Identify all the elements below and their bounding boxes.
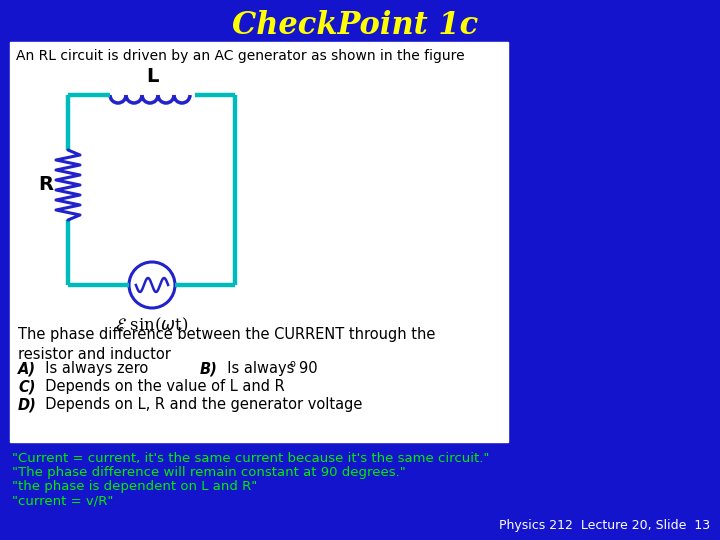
Text: Is always zero: Is always zero xyxy=(36,361,148,376)
Text: Physics 212  Lecture 20, Slide  13: Physics 212 Lecture 20, Slide 13 xyxy=(499,519,710,532)
Text: A): A) xyxy=(18,361,36,376)
Text: An RL circuit is driven by an AC generator as shown in the figure: An RL circuit is driven by an AC generat… xyxy=(16,49,464,63)
Text: CheckPoint 1c: CheckPoint 1c xyxy=(232,10,478,40)
Text: The phase difference between the CURRENT through the
resistor and inductor: The phase difference between the CURRENT… xyxy=(18,327,436,362)
Text: C): C) xyxy=(18,379,35,394)
Text: R: R xyxy=(38,176,53,194)
Text: o: o xyxy=(290,359,296,369)
Text: L: L xyxy=(146,68,158,86)
Text: Is always 90: Is always 90 xyxy=(218,361,318,376)
Text: "Current = current, it's the same current because it's the same circuit.": "Current = current, it's the same curren… xyxy=(12,452,490,465)
Text: Depends on L, R and the generator voltage: Depends on L, R and the generator voltag… xyxy=(36,397,362,412)
Text: $\mathcal{E}$ sin($\omega$t): $\mathcal{E}$ sin($\omega$t) xyxy=(115,315,189,335)
Text: D): D) xyxy=(18,397,37,412)
Text: "the phase is dependent on L and R": "the phase is dependent on L and R" xyxy=(12,480,257,493)
Text: "current = v/R": "current = v/R" xyxy=(12,494,113,507)
Text: "The phase difference will remain constant at 90 degrees.": "The phase difference will remain consta… xyxy=(12,466,406,479)
Text: Depends on the value of L and R: Depends on the value of L and R xyxy=(36,379,284,394)
Bar xyxy=(10,42,508,442)
Text: B): B) xyxy=(200,361,217,376)
Circle shape xyxy=(129,262,175,308)
